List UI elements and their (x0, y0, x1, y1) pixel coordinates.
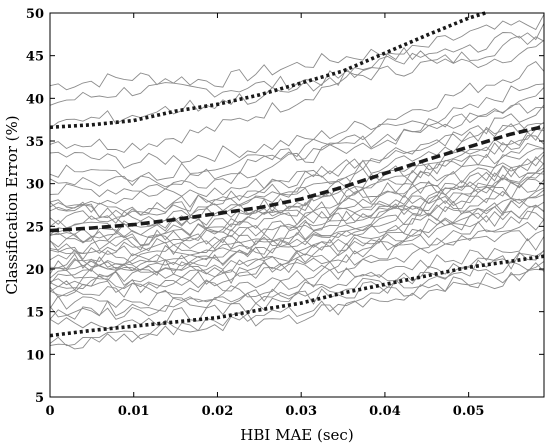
x-tick-label: 0.03 (285, 404, 317, 419)
y-axis: 5 10 15 20 25 30 35 40 45 50 (26, 7, 544, 406)
run-curve (49, 268, 545, 350)
x-tick-label: 0.02 (202, 404, 234, 419)
run-curve (49, 14, 545, 153)
run-curve (49, 249, 545, 318)
y-tick-label: 35 (26, 135, 44, 150)
y-tick-label: 25 (26, 220, 44, 235)
y-axis-label: Classification Error (%) (3, 115, 21, 294)
run-curve (49, 151, 545, 275)
y-tick-label: 5 (35, 391, 44, 406)
y-tick-label: 20 (26, 263, 44, 278)
run-curve (49, 260, 545, 329)
run-curve (49, 103, 545, 182)
run-curve (49, 236, 545, 310)
y-tick-label: 30 (26, 178, 44, 193)
summary-curves (49, 11, 545, 338)
run-curve (49, 35, 545, 106)
run-curve (49, 23, 545, 129)
run-curve (49, 123, 544, 218)
bound-curve (49, 11, 486, 130)
bound-curve (49, 254, 545, 338)
run-curve (49, 178, 545, 261)
x-tick-label: 0 (45, 404, 54, 419)
y-tick-label: 10 (26, 348, 44, 363)
run-curve (49, 187, 545, 269)
run-curve (49, 156, 545, 242)
x-axis: 0 0.01 0.02 0.03 0.04 0.05 (45, 13, 484, 419)
run-curve (49, 83, 545, 188)
x-tick-label: 0.01 (118, 404, 150, 419)
run-curve (49, 148, 545, 233)
run-curve (49, 154, 545, 239)
run-curve (49, 204, 545, 285)
y-tick-label: 15 (26, 306, 44, 321)
run-curves (49, 14, 545, 350)
run-curve (49, 219, 545, 297)
run-curve (49, 198, 545, 279)
x-tick-label: 0.05 (453, 404, 485, 419)
run-curve (49, 170, 545, 251)
run-curve (49, 128, 545, 219)
run-curve (49, 126, 545, 254)
run-curve (49, 86, 545, 198)
run-curve (49, 104, 545, 208)
y-tick-label: 50 (26, 7, 44, 22)
plot-frame (49, 12, 545, 398)
y-tick-label: 45 (26, 50, 44, 65)
run-curve (49, 61, 545, 169)
x-tick-label: 0.04 (369, 404, 401, 419)
run-curve (49, 229, 545, 298)
run-curve (49, 162, 545, 292)
run-curve (49, 262, 545, 347)
x-axis-label: HBI MAE (sec) (240, 426, 353, 444)
mean-curve (49, 124, 545, 233)
run-curve (49, 39, 545, 91)
y-tick-label: 40 (26, 92, 44, 107)
